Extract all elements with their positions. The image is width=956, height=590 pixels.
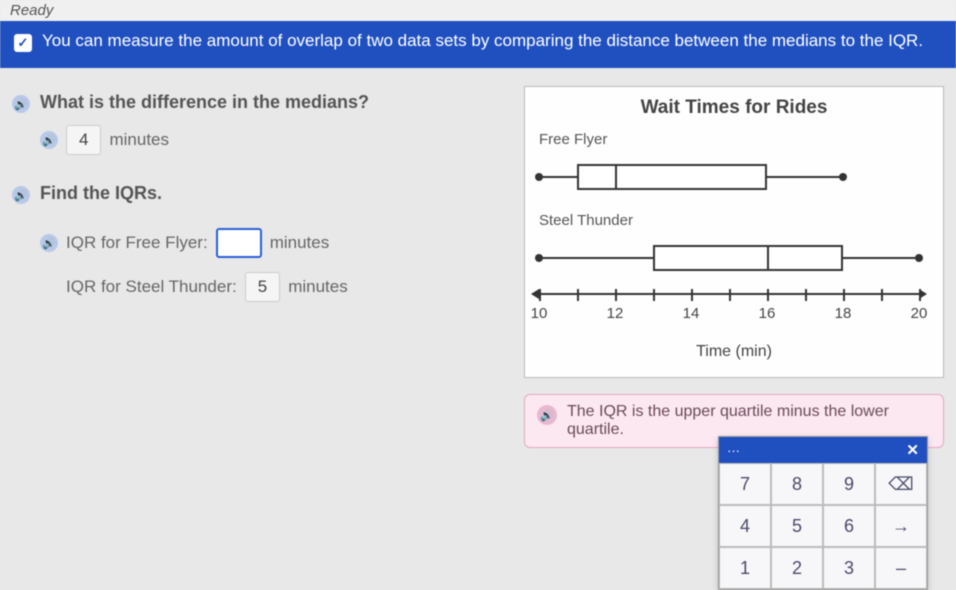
- question-1-answer: 🔊 4 minutes: [40, 125, 500, 155]
- question-2: 🔊 Find the IQRs.: [12, 183, 500, 204]
- keypad-header: ··· ✕: [719, 437, 927, 463]
- keypad-close-button[interactable]: ✕: [906, 441, 919, 459]
- tick-label: 12: [607, 305, 624, 322]
- chart-title: Wait Times for Rides: [539, 97, 929, 119]
- question-1-text: What is the difference in the medians?: [40, 92, 369, 113]
- tick-label: 14: [683, 305, 700, 322]
- ready-label: Ready: [0, 0, 956, 21]
- question-1: 🔊 What is the difference in the medians?: [12, 92, 500, 113]
- series-label: Free Flyer: [539, 131, 929, 148]
- left-column: 🔊 What is the difference in the medians?…: [12, 86, 500, 448]
- checkbox-icon: ✓: [14, 34, 32, 52]
- keypad-key-9[interactable]: 9: [823, 463, 875, 505]
- x-axis: 101214161820: [539, 293, 919, 341]
- keypad-key-3[interactable]: 3: [823, 547, 875, 589]
- keypad-key-–[interactable]: –: [875, 547, 927, 589]
- boxplot-chart: Wait Times for Rides Free Flyer Steel Thu…: [524, 86, 944, 378]
- hint-text: The IQR is the upper quartile minus the …: [567, 403, 931, 439]
- tick-label: 16: [759, 305, 776, 322]
- keypad-key-6[interactable]: 6: [823, 505, 875, 547]
- keypad-key-→[interactable]: →: [875, 505, 927, 547]
- series-label: Steel Thunder: [539, 212, 929, 229]
- content-area: 🔊 What is the difference in the medians?…: [0, 68, 956, 448]
- keypad-key-1[interactable]: 1: [719, 547, 771, 589]
- audio-icon[interactable]: 🔊: [40, 234, 58, 252]
- audio-icon[interactable]: 🔊: [12, 95, 30, 113]
- median-diff-value: 4: [66, 125, 101, 155]
- keypad-key-2[interactable]: 2: [771, 547, 823, 589]
- audio-icon[interactable]: 🔊: [537, 405, 557, 425]
- audio-icon[interactable]: 🔊: [12, 186, 30, 204]
- instruction-banner: ✓ You can measure the amount of overlap …: [0, 21, 956, 68]
- right-column: Wait Times for Rides Free Flyer Steel Thu…: [524, 86, 944, 448]
- keypad-key-8[interactable]: 8: [771, 463, 823, 505]
- audio-icon[interactable]: 🔊: [40, 131, 58, 149]
- iqr-steel-thunder-label: IQR for Steel Thunder:: [66, 277, 237, 297]
- keypad-key-7[interactable]: 7: [719, 463, 771, 505]
- number-keypad: ··· ✕ 789⌫ 456→ 123–: [718, 436, 928, 590]
- iqr-steel-thunder-row: IQR for Steel Thunder: 5 minutes: [40, 272, 500, 302]
- boxplot-free-flyer: [539, 152, 919, 202]
- boxplot-steel-thunder: [539, 233, 919, 283]
- tick-label: 10: [531, 305, 548, 322]
- iqr-steel-thunder-value: 5: [245, 272, 280, 302]
- question-2-text: Find the IQRs.: [40, 183, 162, 204]
- keypad-key-5[interactable]: 5: [771, 505, 823, 547]
- banner-text: You can measure the amount of overlap of…: [42, 31, 923, 51]
- iqr-free-flyer-unit: minutes: [270, 233, 330, 253]
- keypad-key-4[interactable]: 4: [719, 505, 771, 547]
- keypad-title: ···: [727, 443, 740, 458]
- tick-label: 18: [835, 305, 852, 322]
- median-diff-unit: minutes: [109, 130, 169, 150]
- keypad-key-⌫[interactable]: ⌫: [875, 463, 927, 505]
- x-axis-title: Time (min): [539, 343, 929, 361]
- iqr-steel-thunder-unit: minutes: [288, 277, 348, 297]
- iqr-free-flyer-row: 🔊 IQR for Free Flyer: minutes: [40, 228, 500, 258]
- iqr-free-flyer-label: IQR for Free Flyer:: [66, 233, 208, 253]
- tick-label: 20: [911, 305, 928, 322]
- iqr-free-flyer-input[interactable]: [216, 228, 262, 258]
